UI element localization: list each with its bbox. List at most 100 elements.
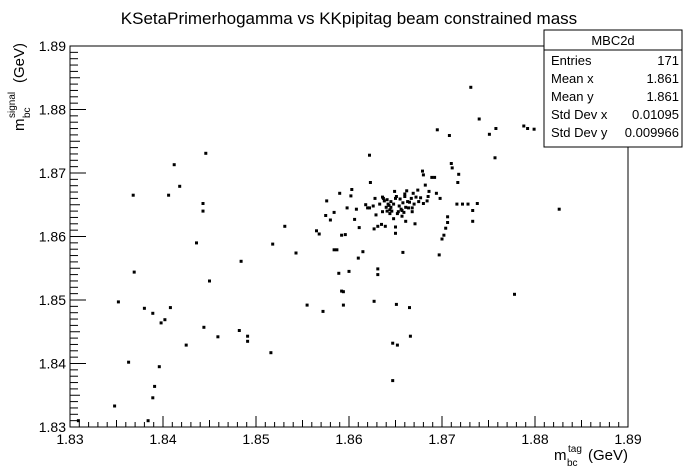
data-point (325, 199, 329, 203)
chart-title: KSetaPrimerhogamma vs KKpipitag beam con… (121, 9, 577, 28)
y-tick-label: 1.88 (39, 102, 66, 118)
data-point (216, 335, 220, 339)
data-point (153, 384, 157, 388)
data-point (347, 269, 351, 273)
data-point (76, 419, 80, 423)
data-point (526, 127, 530, 130)
data-point (305, 303, 309, 307)
stats-row-value: 171 (657, 53, 679, 68)
x-tick-label: 1.86 (335, 431, 362, 447)
data-point (381, 210, 384, 214)
data-point (371, 204, 375, 208)
data-point (389, 205, 393, 209)
y-tick-label: 1.84 (39, 356, 66, 372)
data-point (414, 195, 418, 199)
data-point (430, 175, 434, 179)
data-point (403, 195, 407, 198)
data-point (408, 200, 411, 204)
y-tick-label: 1.83 (39, 419, 66, 435)
x-tick-label: 1.84 (149, 431, 176, 447)
data-point (416, 188, 420, 192)
data-point (372, 227, 376, 231)
stats-row-label: Mean y (551, 89, 594, 104)
y-ticks: 1.83 1.84 1.85 1.86 1.87 1.88 1.89 (39, 38, 86, 435)
data-point (413, 222, 417, 226)
x-axis-label: m tag bc (GeV) (554, 444, 628, 469)
data-point (294, 251, 298, 255)
data-point (157, 365, 161, 369)
data-point (340, 289, 344, 293)
data-point (368, 181, 372, 184)
data-point (455, 202, 459, 206)
data-point (466, 202, 470, 206)
data-point (376, 224, 380, 228)
data-point (471, 219, 475, 223)
data-point (387, 203, 391, 207)
data-point (163, 318, 167, 322)
data-point (390, 209, 394, 213)
data-point (394, 196, 397, 200)
data-point (239, 259, 243, 263)
x-axis-label-sub: bc (567, 458, 578, 469)
data-point (350, 188, 354, 191)
data-point (201, 209, 205, 213)
data-point (376, 267, 380, 271)
data-point (373, 196, 377, 200)
data-point (440, 237, 444, 241)
data-point (447, 134, 451, 137)
data-point (461, 202, 464, 206)
y-axis-label: m signal bc (GeV) (7, 43, 33, 131)
data-point (401, 201, 405, 205)
data-point (195, 241, 198, 245)
data-point (271, 242, 275, 246)
data-point (457, 172, 461, 176)
data-point (410, 206, 414, 210)
data-point (557, 207, 561, 211)
data-point (127, 360, 131, 364)
stats-box-title: MBC2d (591, 33, 634, 48)
data-point (246, 339, 250, 343)
y-axis-label-sub: bc (22, 107, 33, 118)
data-point (159, 321, 163, 325)
data-point (317, 232, 321, 236)
data-point (394, 231, 397, 235)
data-point (406, 200, 410, 204)
data-point (403, 192, 407, 196)
data-point (394, 302, 398, 306)
data-point (513, 292, 516, 296)
data-point (132, 270, 136, 274)
data-point (388, 212, 392, 216)
data-point (151, 396, 155, 400)
data-point (328, 218, 332, 222)
data-point (366, 206, 370, 210)
data-point (341, 290, 345, 294)
x-tick-label: 1.88 (521, 431, 548, 447)
data-point (419, 196, 423, 200)
data-point (337, 271, 341, 275)
data-point (353, 217, 357, 221)
y-tick-label: 1.89 (39, 38, 66, 54)
data-point (402, 210, 406, 214)
data-point (384, 205, 388, 209)
data-point (423, 183, 427, 187)
stats-row-label: Std Dev y (551, 125, 608, 140)
data-point (409, 196, 413, 200)
y-tick-label: 1.85 (39, 292, 66, 308)
data-point (389, 200, 393, 204)
data-point (412, 202, 416, 206)
data-point (146, 419, 150, 423)
data-point (151, 311, 155, 315)
data-point (357, 226, 361, 230)
data-point (444, 226, 448, 230)
data-point (398, 197, 402, 201)
data-point (421, 202, 425, 205)
x-axis-label-main: m (554, 447, 567, 464)
data-point (354, 207, 358, 211)
data-point (434, 191, 438, 195)
x-axis-label-unit: (GeV) (588, 447, 628, 464)
data-point (376, 273, 380, 277)
data-point (172, 163, 176, 167)
data-point (393, 189, 397, 193)
